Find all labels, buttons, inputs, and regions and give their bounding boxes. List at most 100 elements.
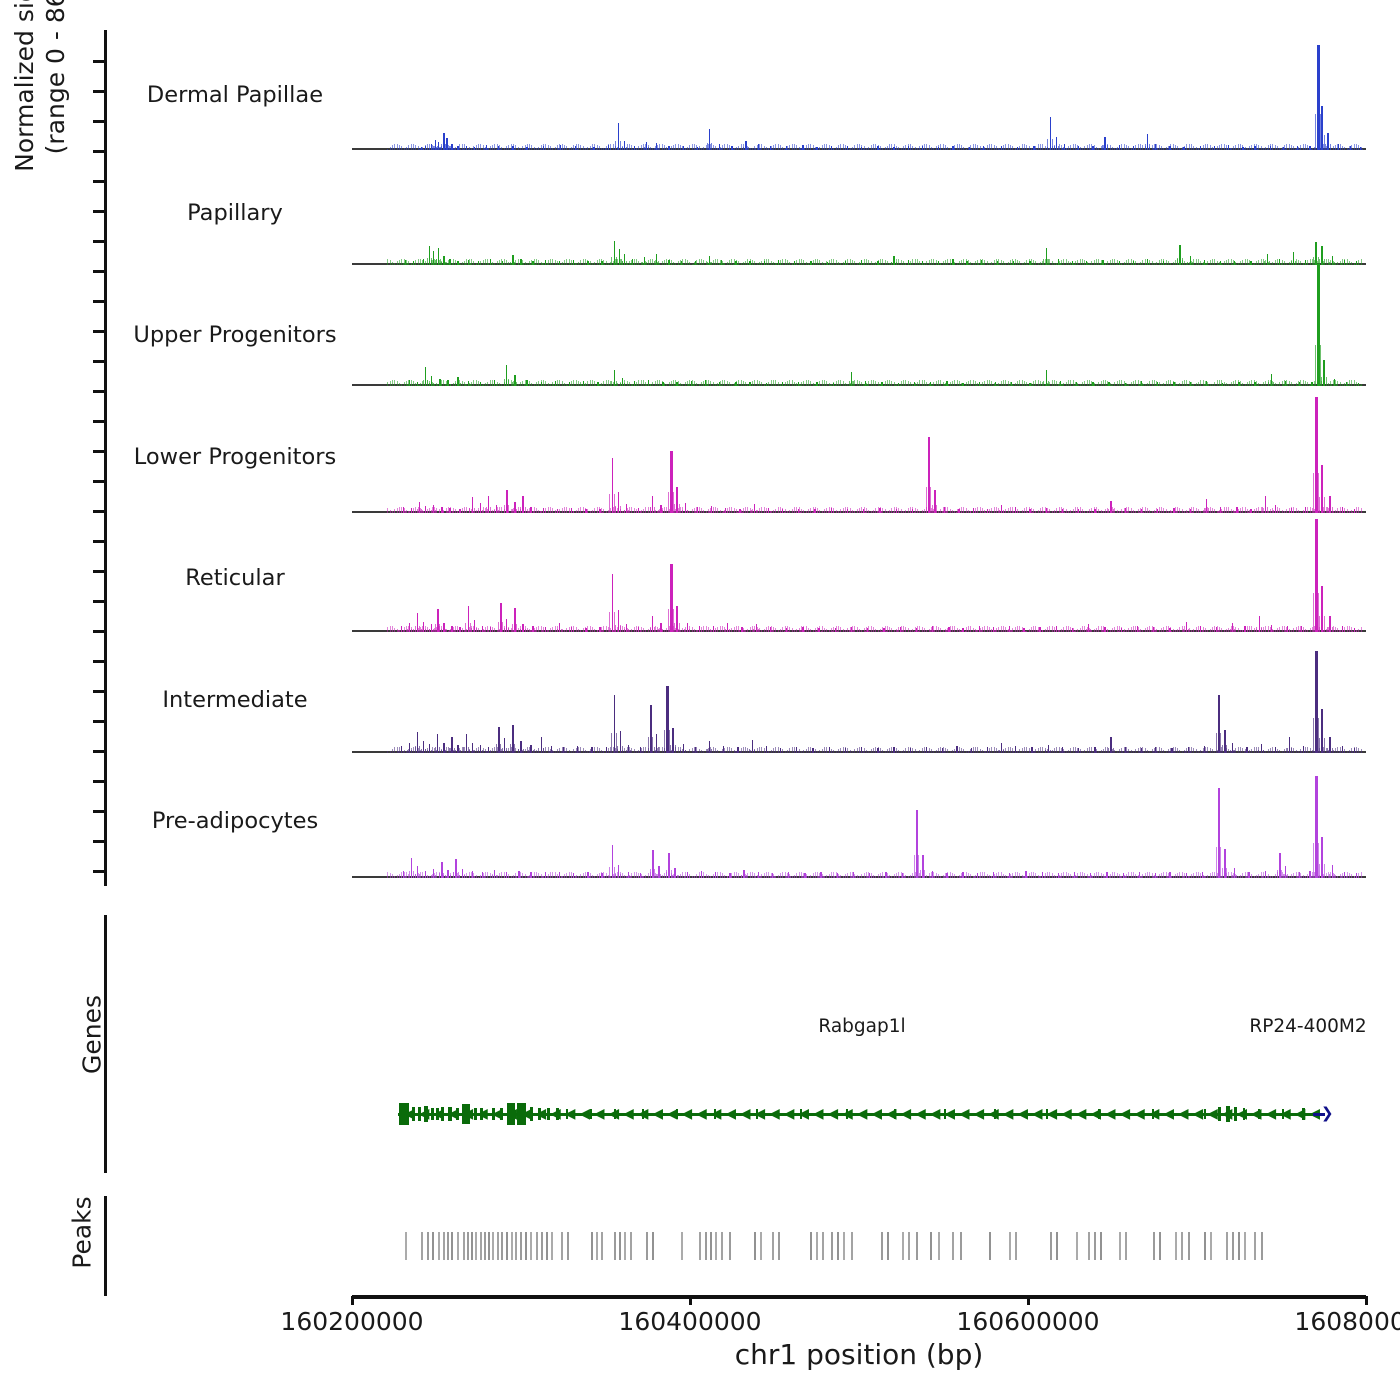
signal-peak <box>723 745 725 753</box>
signal-noise <box>580 874 582 878</box>
signal-peak-shoulder <box>759 147 761 150</box>
signal-peak-shoulder <box>769 876 771 878</box>
signal-peak <box>607 144 609 150</box>
peak-mark <box>479 1232 482 1260</box>
signal-noise <box>485 872 487 878</box>
signal-peak-shoulder <box>895 148 897 150</box>
signal-noise <box>905 380 907 386</box>
signal-noise <box>845 873 847 878</box>
signal-peak-shoulder <box>765 263 767 265</box>
x-axis-tick-label: 160400000 <box>618 1307 762 1336</box>
signal-noise <box>487 259 489 265</box>
signal-peak-shoulder <box>1287 874 1289 878</box>
signal-peak-shoulder <box>1143 384 1145 386</box>
signal-noise <box>1177 145 1179 150</box>
signal-peak <box>1270 373 1272 386</box>
signal-noise <box>840 875 842 878</box>
signal-peak-shoulder <box>524 148 526 150</box>
signal-noise <box>1214 381 1216 386</box>
signal-noise <box>1028 384 1030 386</box>
signal-peak-shoulder <box>595 148 597 150</box>
signal-noise <box>510 380 512 386</box>
signal-noise <box>1288 261 1290 265</box>
signal-noise <box>979 872 981 878</box>
signal-noise <box>389 380 391 386</box>
signal-noise <box>786 260 788 265</box>
signal-peak-shoulder <box>729 148 731 150</box>
signal-noise <box>1230 381 1232 386</box>
signal-noise <box>420 259 421 265</box>
signal-noise <box>870 261 872 265</box>
signal-noise <box>522 872 524 878</box>
signal-peak-shoulder <box>1262 875 1264 878</box>
signal-noise <box>1128 384 1130 386</box>
signal-peak-shoulder <box>960 384 962 386</box>
signal-noise <box>835 380 837 386</box>
signal-peak-shoulder <box>804 148 806 150</box>
signal-peak <box>1000 145 1003 150</box>
signal-peak <box>540 381 542 386</box>
signal-noise <box>1044 145 1046 150</box>
signal-peak-shoulder <box>542 384 544 386</box>
signal-noise <box>963 146 965 150</box>
signal-noise <box>928 145 930 150</box>
signal-noise <box>933 148 935 150</box>
signal-peak <box>1157 381 1159 386</box>
signal-noise <box>1221 380 1223 386</box>
signal-noise <box>1181 381 1183 386</box>
signal-noise <box>1016 381 1018 386</box>
signal-noise <box>828 382 830 386</box>
signal-peak <box>425 870 427 878</box>
signal-noise <box>561 144 563 150</box>
signal-peak-shoulder <box>1323 258 1325 265</box>
signal-noise <box>596 874 598 878</box>
signal-peak-shoulder <box>830 384 832 386</box>
signal-noise <box>447 260 449 265</box>
signal-noise <box>856 380 858 386</box>
signal-noise <box>691 875 693 878</box>
signal-peak <box>1337 144 1339 150</box>
signal-noise <box>1256 144 1258 150</box>
signal-noise <box>489 146 491 150</box>
signal-peak <box>980 260 982 265</box>
signal-peak-shoulder <box>1236 874 1238 878</box>
signal-noise <box>698 146 700 150</box>
signal-noise <box>1216 260 1218 265</box>
y-axis-tick <box>93 630 104 633</box>
signal-noise <box>1288 380 1290 386</box>
signal-peak <box>1321 106 1324 150</box>
signal-peak <box>1102 260 1104 265</box>
signal-peak <box>1329 737 1331 753</box>
peak-mark <box>771 1232 774 1260</box>
peak-mark <box>901 1232 904 1260</box>
signal-peak-shoulder <box>481 384 483 386</box>
signal-peak-shoulder <box>842 263 844 265</box>
signal-noise <box>1253 263 1255 265</box>
peak-mark <box>777 1232 780 1260</box>
signal-noise <box>696 382 698 386</box>
signal-noise <box>598 145 600 150</box>
signal-peak-shoulder <box>589 263 591 265</box>
signal-noise <box>626 380 628 386</box>
signal-noise <box>949 872 951 878</box>
signal-noise <box>505 260 507 265</box>
signal-noise <box>464 144 466 150</box>
signal-peak-shoulder <box>1087 876 1089 878</box>
signal-noise <box>1179 383 1181 386</box>
signal-peak-shoulder <box>783 148 785 150</box>
signal-peak-shoulder <box>1027 875 1029 878</box>
peak-mark <box>810 1232 813 1260</box>
signal-noise <box>1279 148 1281 150</box>
signal-peak <box>1213 146 1216 150</box>
signal-noise <box>1049 381 1051 386</box>
signal-peak-shoulder <box>1187 876 1189 878</box>
signal-peak <box>447 869 449 878</box>
signal-peak-shoulder <box>1104 263 1106 265</box>
signal-noise <box>1174 144 1176 150</box>
signal-peak-shoulder <box>761 263 763 265</box>
signal-noise <box>1209 873 1211 878</box>
peak-mark <box>447 1232 450 1260</box>
signal-peak-shoulder <box>812 263 814 265</box>
signal-noise <box>889 380 891 386</box>
signal-peak-shoulder <box>459 263 461 265</box>
